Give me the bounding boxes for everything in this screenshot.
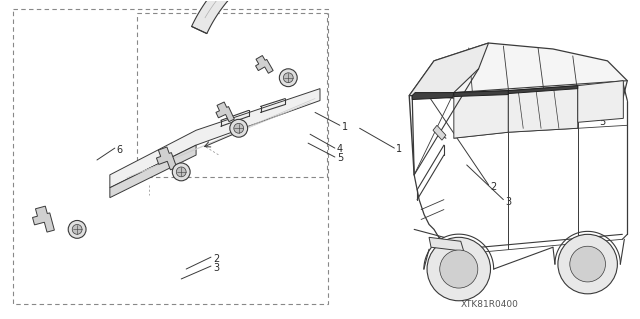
Circle shape [284, 73, 293, 83]
Text: 4: 4 [337, 144, 343, 154]
Text: 2: 2 [213, 254, 219, 264]
Polygon shape [454, 91, 508, 97]
Circle shape [570, 246, 605, 282]
Circle shape [172, 163, 190, 181]
FancyBboxPatch shape [13, 9, 328, 304]
Text: 1: 1 [342, 122, 348, 132]
Text: 4: 4 [530, 70, 536, 80]
Circle shape [440, 250, 478, 288]
Polygon shape [110, 145, 196, 198]
Circle shape [230, 119, 248, 137]
Circle shape [279, 69, 297, 87]
Circle shape [68, 220, 86, 238]
Text: 3: 3 [213, 263, 219, 273]
Polygon shape [33, 206, 54, 232]
Circle shape [558, 234, 618, 294]
Polygon shape [409, 43, 627, 110]
Polygon shape [508, 85, 578, 93]
Polygon shape [110, 89, 320, 188]
Text: XTK81R0400: XTK81R0400 [461, 300, 518, 309]
FancyBboxPatch shape [136, 13, 327, 177]
Text: 2: 2 [490, 182, 497, 192]
Polygon shape [454, 91, 508, 138]
Text: 5: 5 [337, 153, 343, 163]
Polygon shape [508, 85, 578, 132]
Text: 6: 6 [116, 145, 123, 155]
Text: 5: 5 [600, 117, 606, 127]
Circle shape [176, 167, 186, 177]
Polygon shape [216, 102, 234, 122]
Polygon shape [409, 43, 488, 96]
Circle shape [72, 225, 82, 234]
Text: 1: 1 [396, 144, 403, 154]
Text: 3: 3 [506, 197, 511, 207]
Polygon shape [255, 56, 273, 73]
Circle shape [427, 237, 490, 301]
Polygon shape [156, 147, 177, 170]
Polygon shape [578, 81, 623, 122]
Polygon shape [191, 0, 382, 33]
Circle shape [234, 123, 244, 133]
Polygon shape [429, 237, 464, 251]
Polygon shape [412, 93, 454, 100]
Polygon shape [433, 125, 446, 140]
